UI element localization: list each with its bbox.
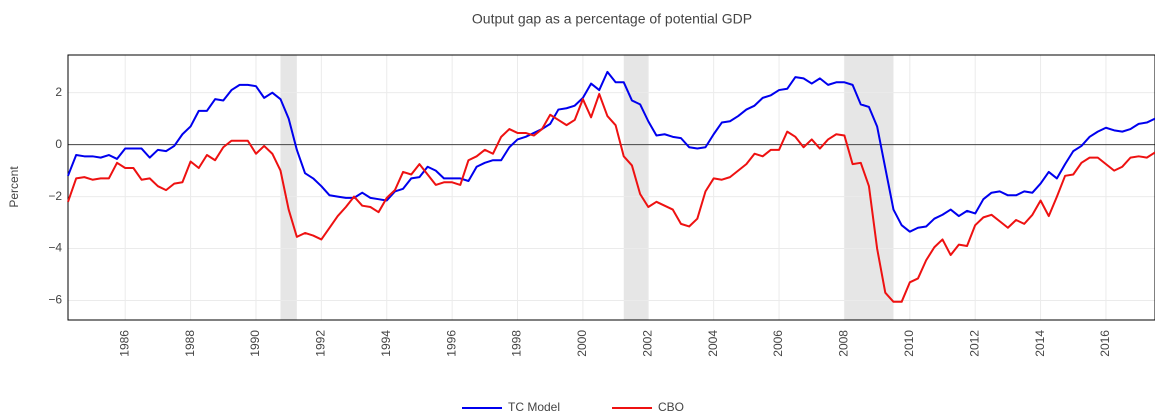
y-tick-label: 0 (55, 137, 62, 151)
x-tick-label: 1996 (444, 330, 458, 357)
x-tick-label: 2010 (902, 330, 916, 357)
x-tick-label: 1994 (379, 330, 393, 357)
x-tick-label: 1988 (183, 330, 197, 357)
x-tick-label: 2012 (967, 330, 981, 357)
recession-band (623, 55, 649, 320)
legend-label: TC Model (508, 400, 560, 414)
x-tick-label: 2006 (771, 330, 785, 357)
y-tick-label: 2 (55, 85, 62, 99)
chart-title: Output gap as a percentage of potential … (472, 11, 752, 27)
x-tick-label: 2016 (1098, 330, 1112, 357)
data-line (67, 92, 1155, 303)
y-axis-title: Percent (7, 166, 21, 208)
data-line (67, 70, 1155, 233)
y-tick-label: −6 (48, 293, 62, 307)
x-tick-label: 2014 (1033, 330, 1047, 357)
x-tick-label: 2000 (575, 330, 589, 357)
y-tick-label: −4 (48, 241, 62, 255)
x-tick-label: 1986 (117, 330, 131, 357)
x-tick-label: 1992 (314, 330, 328, 357)
plot-frame (67, 54, 1155, 321)
x-tick-label: 2008 (837, 330, 851, 357)
x-tick-label: 1990 (248, 330, 262, 357)
y-tick-label: −2 (48, 189, 62, 203)
x-tick-label: 1998 (510, 330, 524, 357)
recession-band (280, 55, 297, 320)
legend-label: CBO (658, 400, 684, 414)
x-tick-label: 2004 (706, 330, 720, 357)
x-tick-label: 2002 (640, 330, 654, 357)
